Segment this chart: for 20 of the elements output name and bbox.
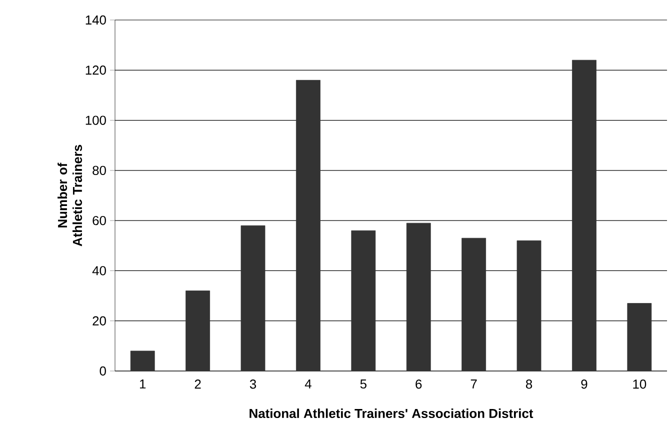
y-tick-label: 0 bbox=[100, 366, 106, 376]
y-tick-label: 100 bbox=[86, 116, 106, 125]
x-tick-label: 8 bbox=[526, 380, 532, 389]
y-tick-label: 20 bbox=[92, 316, 106, 326]
x-tick-label: 5 bbox=[360, 380, 366, 389]
y-tick-label: 140 bbox=[86, 15, 106, 25]
x-tick-label: 6 bbox=[416, 380, 422, 389]
x-tick-label: 2 bbox=[194, 380, 201, 389]
y-tick-label: 120 bbox=[86, 66, 106, 75]
x-tick-label: 4 bbox=[304, 380, 312, 388]
y-tick-label: 60 bbox=[92, 216, 106, 226]
y-tick-label: 40 bbox=[92, 266, 106, 276]
x-tick-label: 7 bbox=[470, 380, 477, 388]
x-tick-label: 1 bbox=[140, 380, 146, 388]
y-tick-label: 80 bbox=[92, 166, 106, 176]
x-tick-label: 3 bbox=[250, 380, 256, 389]
x-tick-label: 9 bbox=[581, 380, 588, 389]
y-axis-title: Number of Athletic Trainers bbox=[58, 144, 82, 246]
x-axis-title: National Athletic Trainers' Association District bbox=[250, 408, 534, 418]
x-tick-label: 10 bbox=[633, 380, 646, 389]
